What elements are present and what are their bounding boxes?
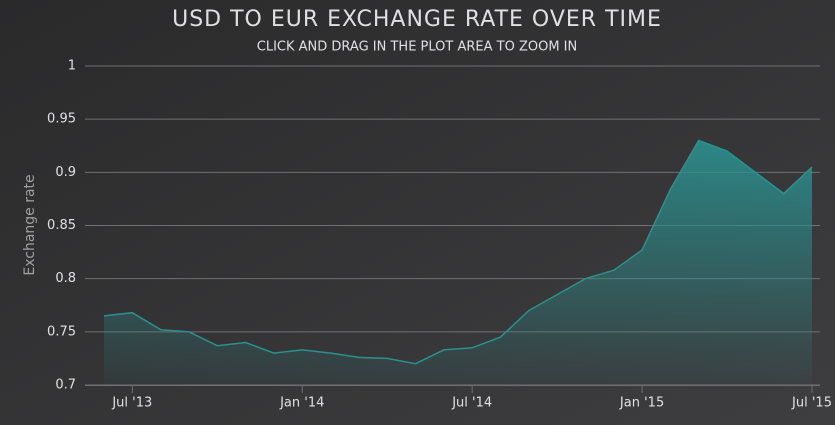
chart-title: USD TO EUR EXCHANGE RATE OVER TIME	[172, 7, 662, 32]
y-tick-label: 0.7	[55, 378, 76, 393]
chart-subtitle: CLICK AND DRAG IN THE PLOT AREA TO ZOOM …	[257, 40, 577, 55]
line	[103, 139, 813, 365]
y-tick-label: 0.75	[47, 324, 76, 339]
y-tick-label: 0.95	[47, 112, 76, 127]
y-tick-label: 1	[68, 59, 76, 74]
x-tick-label: Jul '15	[791, 396, 832, 411]
y-tick-label: 0.9	[55, 165, 76, 180]
y-tick-label: 0.85	[47, 218, 76, 233]
y-axis-title: Exchange rate	[22, 174, 38, 275]
y-tick-label: 0.8	[55, 271, 76, 286]
x-tick-label: Jul '14	[451, 396, 492, 411]
x-tick-label: Jul '13	[111, 396, 152, 411]
area	[104, 140, 812, 385]
x-tick-label: Jan '14	[279, 396, 324, 411]
x-tick-label: Jan '15	[619, 396, 664, 411]
